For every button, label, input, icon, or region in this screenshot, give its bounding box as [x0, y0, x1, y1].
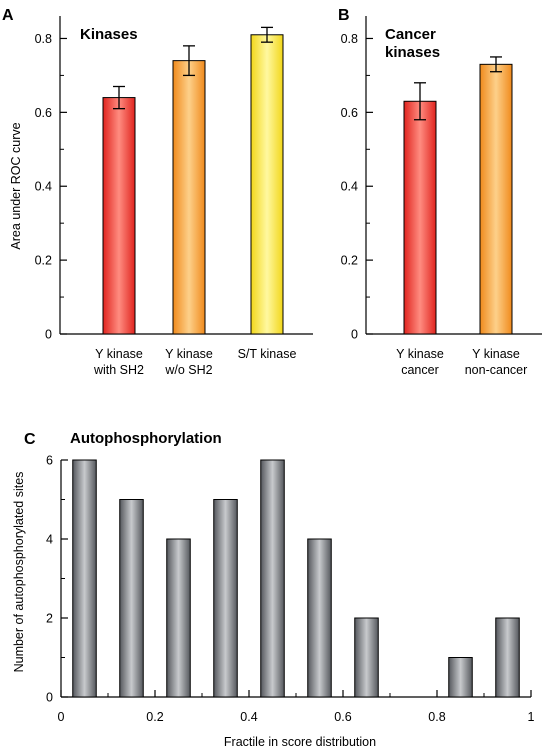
- panel-a-category-label: S/T kinase: [238, 347, 297, 361]
- panel-c-bar: [213, 499, 238, 698]
- panel-c-x-tick-label: 0.6: [334, 710, 351, 724]
- panel-a-category-label: with SH2: [93, 363, 144, 377]
- panel-c-title: Autophosphorylation: [70, 430, 222, 447]
- panel-a-letter: A: [2, 7, 14, 24]
- panel-b-bar: [479, 63, 513, 335]
- panel-c-bar: [260, 459, 285, 698]
- panel-a-category-label: Y kinase: [165, 347, 213, 361]
- panel-c-x-tick-label: 0: [58, 710, 65, 724]
- panel-c-bars: [72, 459, 520, 698]
- panel-b-bar: [403, 100, 437, 335]
- panel-c-letter: C: [24, 431, 36, 448]
- panel-c-x-tick-label: 0.2: [146, 710, 163, 724]
- panel-c-bar: [448, 657, 473, 698]
- panel-b-category-label: Y kinase: [396, 347, 444, 361]
- panel-c-y-tick-label: 4: [46, 533, 53, 547]
- panel-a-y-tick-label: 0.6: [35, 106, 52, 120]
- panel-c-bar: [307, 538, 332, 698]
- panel-c-autophosphorylation-chart: C Autophosphorylation Number of autophos…: [12, 430, 535, 749]
- panel-b-axes: 0 0.2 0.4 0.6 0.8 Y kinase cancer Y kinase non-c…: [341, 16, 542, 377]
- panel-c-bar: [166, 538, 191, 698]
- panel-c-x-tick-label: 0.8: [428, 710, 445, 724]
- panel-b-cancer-kinases-chart: B Cancer kinases 0 0.2 0.4 0.6 0.8 Y kinase ca…: [338, 7, 542, 377]
- panel-a-y-tick-label: 0.8: [35, 32, 52, 46]
- panel-a-bar: [102, 97, 136, 335]
- panel-c-x-axis-title: Fractile in score distribution: [224, 735, 376, 749]
- panel-b-y-tick-label: 0: [351, 328, 358, 342]
- panel-c-y-axis-title: Number of autophosphorylated sites: [12, 472, 26, 673]
- panel-c-bar: [72, 459, 97, 698]
- panel-a-kinases-chart: A Kinases Area under ROC curve 0 0.2 0.4 0.…: [2, 7, 313, 377]
- panel-a-axes: 0 0.2 0.4 0.6 0.8 Y kinase with SH2 Y kinase w/o…: [35, 16, 313, 377]
- panel-b-y-tick-label: 0.8: [341, 32, 358, 46]
- panel-c-y-tick-label: 6: [46, 454, 53, 468]
- panel-c-x-tick-label: 0.4: [240, 710, 257, 724]
- panel-a-category-label: w/o SH2: [164, 363, 212, 377]
- panel-c-bar: [119, 499, 144, 698]
- panel-a-bar: [172, 60, 206, 335]
- panel-b-category-label: Y kinase: [472, 347, 520, 361]
- panel-c-bar: [354, 617, 379, 698]
- panel-c-x-tick-label: 1: [528, 710, 535, 724]
- panel-b-y-tick-label: 0.4: [341, 180, 358, 194]
- panel-a-category-label: Y kinase: [95, 347, 143, 361]
- panel-c-bar: [495, 617, 520, 698]
- panel-c-y-tick-label: 0: [46, 691, 53, 705]
- panel-a-y-axis-title: Area under ROC curve: [9, 122, 23, 249]
- panel-b-category-label: non-cancer: [465, 363, 528, 377]
- panel-b-y-tick-label: 0.2: [341, 254, 358, 268]
- panel-b-category-label: cancer: [401, 363, 439, 377]
- panel-c-y-tick-label: 2: [46, 612, 53, 626]
- panel-a-y-tick-label: 0.2: [35, 254, 52, 268]
- panel-a-y-tick-label: 0.4: [35, 180, 52, 194]
- panel-c-axes: 0 2 4 6 0 0.2 0.4 0.6 0.8 1: [46, 454, 534, 725]
- panel-a-bar: [250, 34, 284, 335]
- panel-a-bars: [102, 26, 284, 335]
- panel-b-bars: [403, 56, 513, 335]
- panel-b-letter: B: [338, 7, 350, 24]
- panel-b-title-line-1: Cancer: [385, 26, 436, 43]
- panel-a-title: Kinases: [80, 26, 138, 43]
- panel-b-title-line-2: kinases: [385, 44, 440, 61]
- panel-b-y-tick-label: 0.6: [341, 106, 358, 120]
- panel-a-y-tick-label: 0: [45, 328, 52, 342]
